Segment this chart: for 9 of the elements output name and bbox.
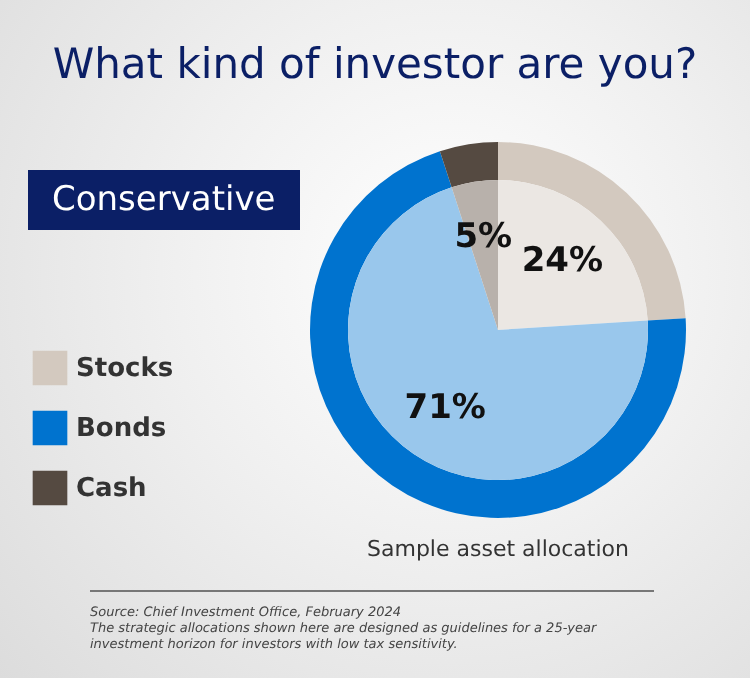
data-label: 5% xyxy=(454,217,513,258)
legend-label: Stocks xyxy=(76,354,174,384)
legend-label: Bonds xyxy=(76,414,167,444)
chart-title: What kind of investor are you? xyxy=(50,40,700,88)
text: Conservative xyxy=(28,170,300,230)
text: Sample asset allocation xyxy=(365,536,631,562)
data-label: 71% xyxy=(404,387,486,428)
legend-label: Cash xyxy=(76,474,147,504)
data-label: 24% xyxy=(521,241,604,282)
